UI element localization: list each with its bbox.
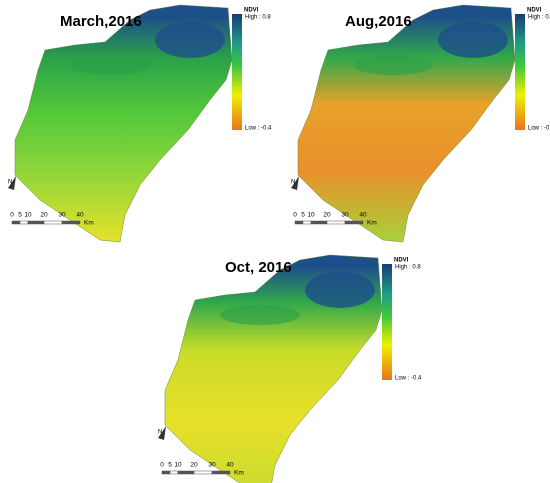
- scale-segment: [61, 220, 81, 225]
- scale-tick-label: 20: [323, 212, 331, 219]
- legend-low: Low : -0.4: [528, 126, 550, 132]
- scale-segment: [326, 220, 346, 225]
- scale-segment: [169, 470, 179, 475]
- scale-segment: [19, 220, 29, 225]
- scale-tick-label: 30: [58, 212, 66, 219]
- scale-segment: [27, 220, 45, 225]
- scale-tick-label: 0: [293, 212, 297, 219]
- scale-unit: Km: [367, 220, 377, 227]
- scale-tick-label: 20: [40, 212, 48, 219]
- scale-unit: Km: [84, 220, 94, 227]
- scale-tick-label: 5: [301, 212, 305, 219]
- north-arrow: [158, 426, 166, 440]
- scale-tick-label: 5: [18, 212, 22, 219]
- scale-tick-label: 40: [359, 212, 367, 219]
- scale-segment: [177, 470, 195, 475]
- region-map: [297, 4, 516, 243]
- north-arrow: [8, 176, 16, 190]
- scale-segment: [11, 220, 21, 225]
- scale-tick-label: 0: [160, 462, 164, 469]
- vegetation-patch: [353, 55, 433, 75]
- scale-tick-label: 5: [168, 462, 172, 469]
- dark-vegetation: [438, 22, 508, 58]
- map-title: Oct, 2016: [225, 259, 292, 276]
- map-title: March,2016: [60, 13, 142, 30]
- region-map: [164, 254, 383, 483]
- scale-segment: [193, 470, 213, 475]
- scale-tick-label: 20: [190, 462, 198, 469]
- scale-segment: [302, 220, 312, 225]
- scale-segment: [161, 470, 171, 475]
- north-label: N: [158, 430, 162, 436]
- region-map: [14, 4, 233, 243]
- scale-tick-label: 0: [10, 212, 14, 219]
- dark-vegetation: [155, 22, 225, 58]
- scale-tick-label: 10: [24, 212, 32, 219]
- scale-tick-label: 30: [341, 212, 349, 219]
- color-bar: [515, 14, 525, 130]
- scale-tick-label: 40: [76, 212, 84, 219]
- scale-segment: [294, 220, 304, 225]
- scale-unit: Km: [234, 470, 244, 477]
- north-label: N: [8, 180, 12, 186]
- map-title: Aug,2016: [345, 13, 412, 30]
- scale-segment: [344, 220, 364, 225]
- north-label: N: [291, 180, 295, 186]
- color-bar: [382, 264, 392, 380]
- vegetation-patch: [220, 305, 300, 325]
- scale-tick-label: 40: [226, 462, 234, 469]
- scale-tick-label: 10: [174, 462, 182, 469]
- dark-vegetation: [305, 272, 375, 308]
- color-bar: [232, 14, 242, 130]
- scale-tick-label: 30: [208, 462, 216, 469]
- scale-segment: [43, 220, 63, 225]
- legend-high: High : 0.8: [245, 15, 271, 21]
- legend-low: Low : -0.4: [395, 376, 422, 382]
- legend-title: NDVI: [527, 8, 542, 14]
- north-arrow: [291, 176, 299, 190]
- scale-segment: [211, 470, 231, 475]
- legend-low: Low : -0.4: [245, 126, 272, 132]
- legend-title: NDVI: [394, 258, 409, 264]
- legend-high: High : 0.8: [395, 265, 421, 271]
- vegetation-patch: [70, 55, 150, 75]
- legend-high: High : 0.8: [528, 15, 550, 21]
- legend-title: NDVI: [244, 8, 259, 14]
- scale-tick-label: 10: [307, 212, 315, 219]
- scale-segment: [310, 220, 328, 225]
